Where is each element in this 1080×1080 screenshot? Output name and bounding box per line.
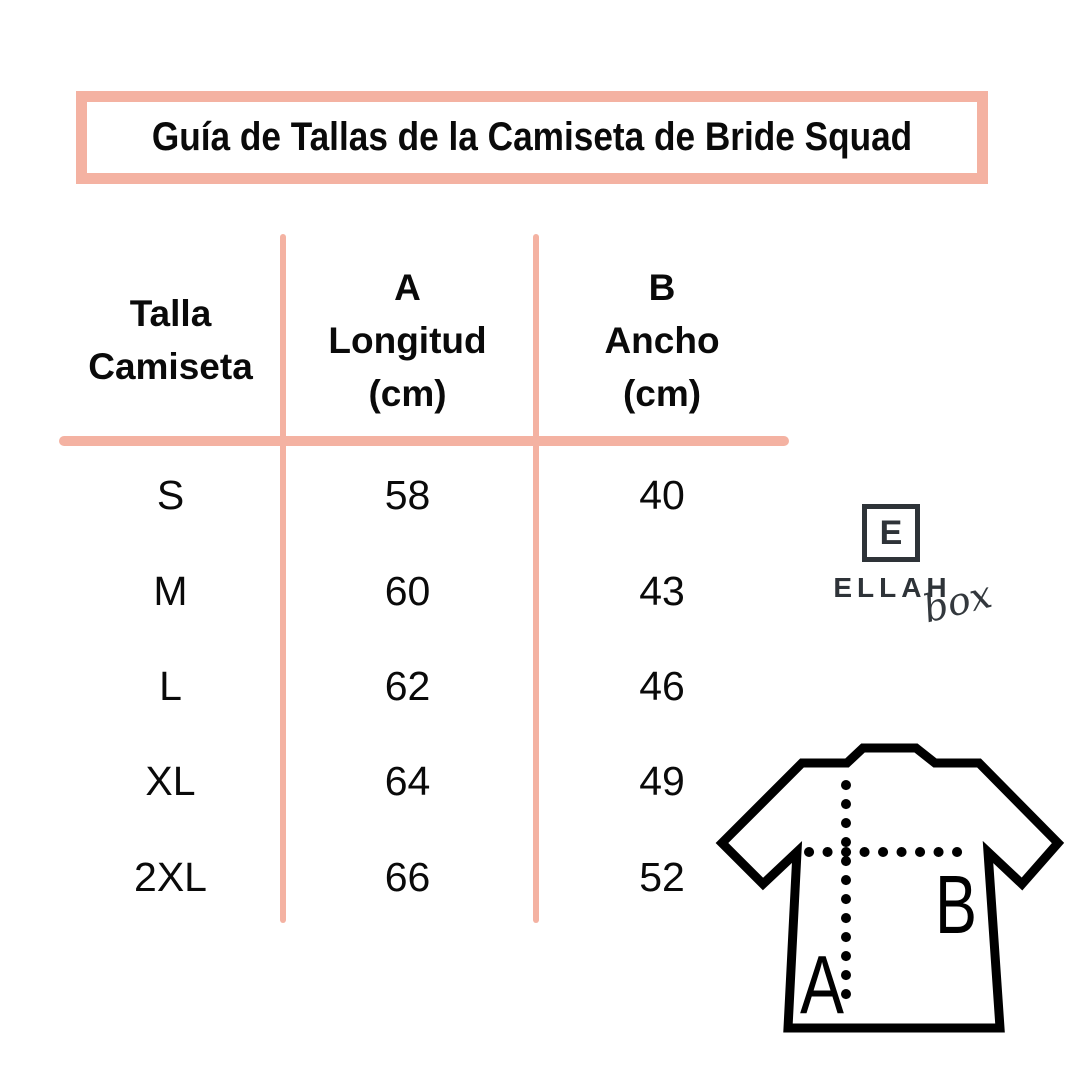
length-label: A xyxy=(800,938,844,1031)
header-line: B xyxy=(648,266,676,308)
length-cell: 58 xyxy=(384,472,431,519)
size-cell: M xyxy=(153,567,188,614)
table-column-divider-2 xyxy=(533,234,539,923)
tshirt-diagram: A B xyxy=(715,743,1065,1033)
header-line: Talla xyxy=(129,293,212,334)
table-column-divider-1 xyxy=(280,234,286,923)
size-cell: S xyxy=(156,472,185,519)
length-cell: 62 xyxy=(384,662,431,709)
size-table-header: Talla Camiseta A Longitud (cm) B Ancho (… xyxy=(60,240,790,440)
length-cell: 66 xyxy=(384,853,431,900)
header-line: (cm) xyxy=(368,372,447,414)
header-ancho: B Ancho (cm) xyxy=(534,261,790,420)
width-cell: 49 xyxy=(639,758,685,805)
size-cell: L xyxy=(159,662,182,709)
header-line: (cm) xyxy=(622,372,702,414)
page-title: Guía de Tallas de la Camiseta de Bride S… xyxy=(151,115,913,159)
header-line: A xyxy=(394,266,421,308)
size-cell: XL xyxy=(145,758,196,805)
table-header-divider xyxy=(59,436,789,446)
header-line: Longitud xyxy=(328,319,487,361)
title-box: Guía de Tallas de la Camiseta de Bride S… xyxy=(76,91,988,184)
header-talla-camiseta: Talla Camiseta xyxy=(60,287,281,393)
size-table-body: S 58 40 M 60 43 L 62 46 XL 64 49 2XL 66 … xyxy=(60,448,790,925)
header-line: Ancho xyxy=(604,319,720,361)
brand-monogram-icon: E xyxy=(862,504,920,562)
length-cell: 64 xyxy=(384,758,431,805)
width-cell: 40 xyxy=(639,472,685,519)
width-cell: 52 xyxy=(639,853,685,900)
monogram-letter: E xyxy=(879,513,903,552)
length-cell: 60 xyxy=(384,567,431,614)
tshirt-outline-icon xyxy=(715,743,1065,1033)
header-longitud: A Longitud (cm) xyxy=(281,261,534,420)
width-cell: 43 xyxy=(639,567,685,614)
brand-name: ELLAH xyxy=(833,572,952,603)
size-cell: 2XL xyxy=(134,853,207,900)
width-label: B xyxy=(935,858,977,951)
width-cell: 46 xyxy=(639,662,685,709)
header-line: Camiseta xyxy=(88,346,253,387)
